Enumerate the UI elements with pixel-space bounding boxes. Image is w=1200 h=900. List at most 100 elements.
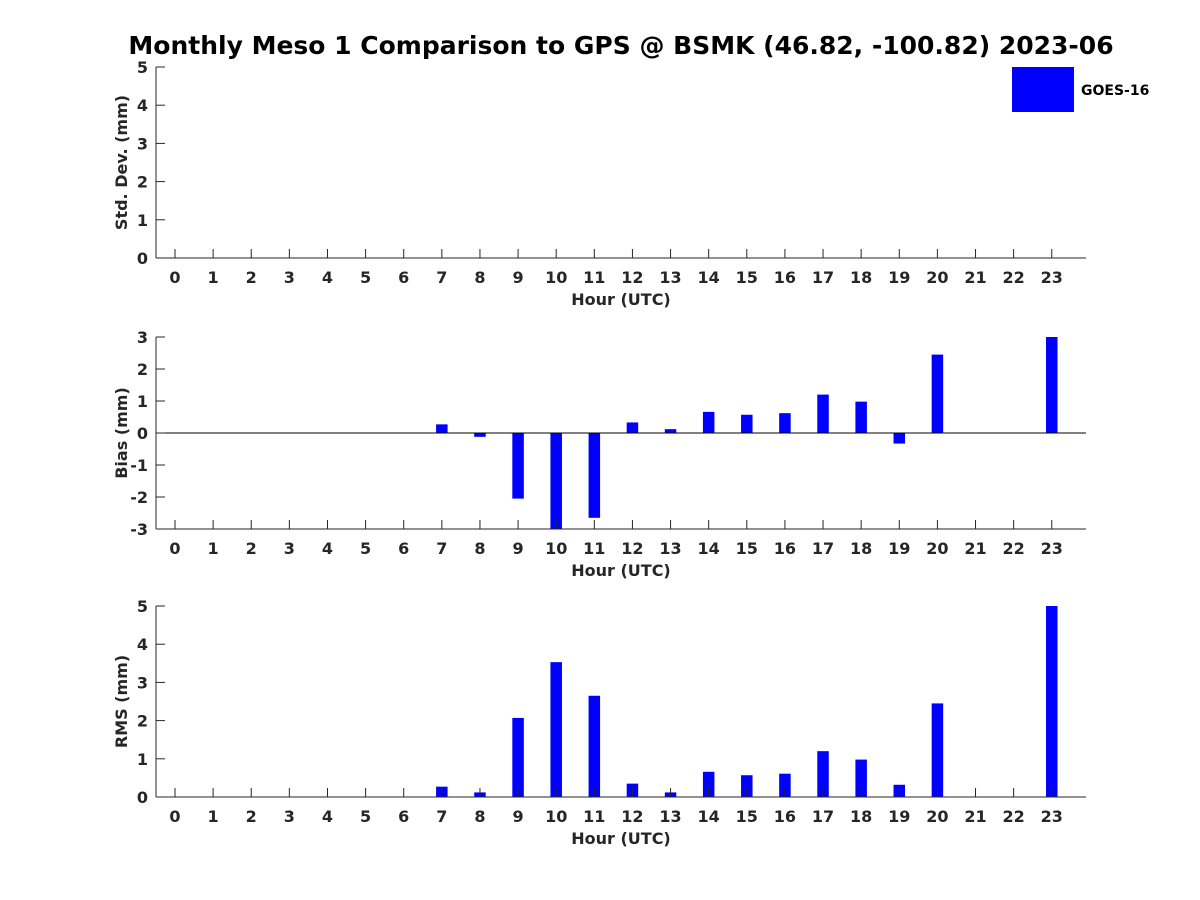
x-tick-label: 10 xyxy=(545,268,567,287)
bar-hour-7 xyxy=(436,424,448,433)
x-tick-label: 19 xyxy=(888,807,910,826)
x-tick-label: 20 xyxy=(926,539,948,558)
bar-hour-23 xyxy=(1046,606,1058,797)
y-tick-label: -3 xyxy=(130,520,148,539)
x-tick-label: 5 xyxy=(360,268,371,287)
x-tick-label: 15 xyxy=(736,268,758,287)
y-tick-label: 5 xyxy=(137,58,148,77)
y-tick-label: -2 xyxy=(130,488,148,507)
bar-hour-10 xyxy=(550,433,562,529)
y-axis-label: RMS (mm) xyxy=(112,655,131,748)
x-axis-label: Hour (UTC) xyxy=(571,561,671,580)
x-tick-label: 23 xyxy=(1041,539,1063,558)
x-tick-label: 5 xyxy=(360,807,371,826)
x-tick-label: 4 xyxy=(322,539,333,558)
bar-hour-14 xyxy=(702,411,715,433)
x-tick-label: 18 xyxy=(850,539,872,558)
bar-hour-8 xyxy=(474,433,486,437)
x-tick-label: 17 xyxy=(812,268,834,287)
x-tick-label: 11 xyxy=(583,268,605,287)
x-tick-label: 21 xyxy=(964,268,986,287)
x-tick-label: 0 xyxy=(169,268,180,287)
x-tick-label: 13 xyxy=(659,268,681,287)
x-tick-label: 7 xyxy=(436,539,447,558)
legend-label-goes16: GOES-16 xyxy=(1081,83,1149,99)
x-tick-label: 13 xyxy=(659,539,681,558)
chart-title: Monthly Meso 1 Comparison to GPS @ BSMK … xyxy=(128,31,1113,60)
bar-hour-16 xyxy=(779,773,791,797)
x-axis-label: Hour (UTC) xyxy=(571,829,671,848)
y-tick-label: 3 xyxy=(137,673,148,692)
x-tick-label: 6 xyxy=(398,807,409,826)
x-tick-label: 7 xyxy=(436,807,447,826)
x-tick-label: 2 xyxy=(246,807,257,826)
x-tick-label: 1 xyxy=(208,539,219,558)
bar-hour-10 xyxy=(550,662,562,797)
x-tick-label: 1 xyxy=(208,268,219,287)
x-tick-label: 5 xyxy=(360,539,371,558)
x-tick-label: 7 xyxy=(436,268,447,287)
x-tick-label: 6 xyxy=(398,539,409,558)
y-tick-label: 2 xyxy=(137,360,148,379)
y-tick-label: -1 xyxy=(130,456,148,475)
bar-hour-16 xyxy=(779,413,791,433)
x-tick-label: 15 xyxy=(736,807,758,826)
x-tick-label: 10 xyxy=(545,807,567,826)
x-tick-label: 21 xyxy=(964,539,986,558)
x-tick-label: 6 xyxy=(398,268,409,287)
x-tick-label: 9 xyxy=(513,539,524,558)
y-tick-label: 5 xyxy=(137,597,148,616)
x-tick-label: 12 xyxy=(621,807,643,826)
legend: GOES-16 xyxy=(1012,67,1149,112)
y-axis-label: Bias (mm) xyxy=(112,387,131,479)
x-tick-label: 13 xyxy=(659,807,681,826)
x-tick-label: 20 xyxy=(926,268,948,287)
y-tick-label: 1 xyxy=(137,392,148,411)
x-tick-label: 0 xyxy=(169,807,180,826)
x-tick-label: 17 xyxy=(812,539,834,558)
bar-hour-11 xyxy=(588,695,601,797)
x-tick-label: 19 xyxy=(888,539,910,558)
y-tick-label: 2 xyxy=(137,173,148,192)
x-tick-label: 18 xyxy=(850,807,872,826)
x-tick-label: 8 xyxy=(474,268,485,287)
bar-hour-11 xyxy=(588,433,601,518)
bar-hour-17 xyxy=(817,394,829,433)
bar-hour-12 xyxy=(626,422,639,433)
bar-hour-19 xyxy=(893,433,906,444)
x-tick-label: 16 xyxy=(774,539,796,558)
x-tick-label: 10 xyxy=(545,539,567,558)
x-tick-label: 15 xyxy=(736,539,758,558)
x-tick-label: 22 xyxy=(1003,268,1025,287)
x-tick-label: 4 xyxy=(322,807,333,826)
y-tick-label: 1 xyxy=(137,211,148,230)
x-tick-label: 14 xyxy=(698,807,720,826)
bar-hour-18 xyxy=(855,401,867,433)
x-tick-label: 3 xyxy=(284,268,295,287)
x-tick-label: 23 xyxy=(1041,268,1063,287)
bar-hour-23 xyxy=(1046,337,1058,433)
x-tick-label: 16 xyxy=(774,268,796,287)
y-tick-label: 3 xyxy=(137,328,148,347)
x-tick-label: 14 xyxy=(698,268,720,287)
x-tick-label: 11 xyxy=(583,539,605,558)
y-tick-label: 1 xyxy=(137,750,148,769)
x-axis-label: Hour (UTC) xyxy=(571,290,671,309)
bar-hour-9 xyxy=(512,717,524,797)
bar-hour-17 xyxy=(817,751,829,797)
y-tick-label: 4 xyxy=(137,635,148,654)
x-tick-label: 3 xyxy=(284,539,295,558)
x-tick-label: 11 xyxy=(583,807,605,826)
y-tick-label: 4 xyxy=(137,96,148,115)
x-tick-label: 8 xyxy=(474,539,485,558)
bar-hour-18 xyxy=(855,759,867,797)
bar-hour-15 xyxy=(741,775,753,797)
x-tick-label: 1 xyxy=(208,807,219,826)
bar-hour-20 xyxy=(931,703,944,797)
x-tick-label: 21 xyxy=(964,807,986,826)
